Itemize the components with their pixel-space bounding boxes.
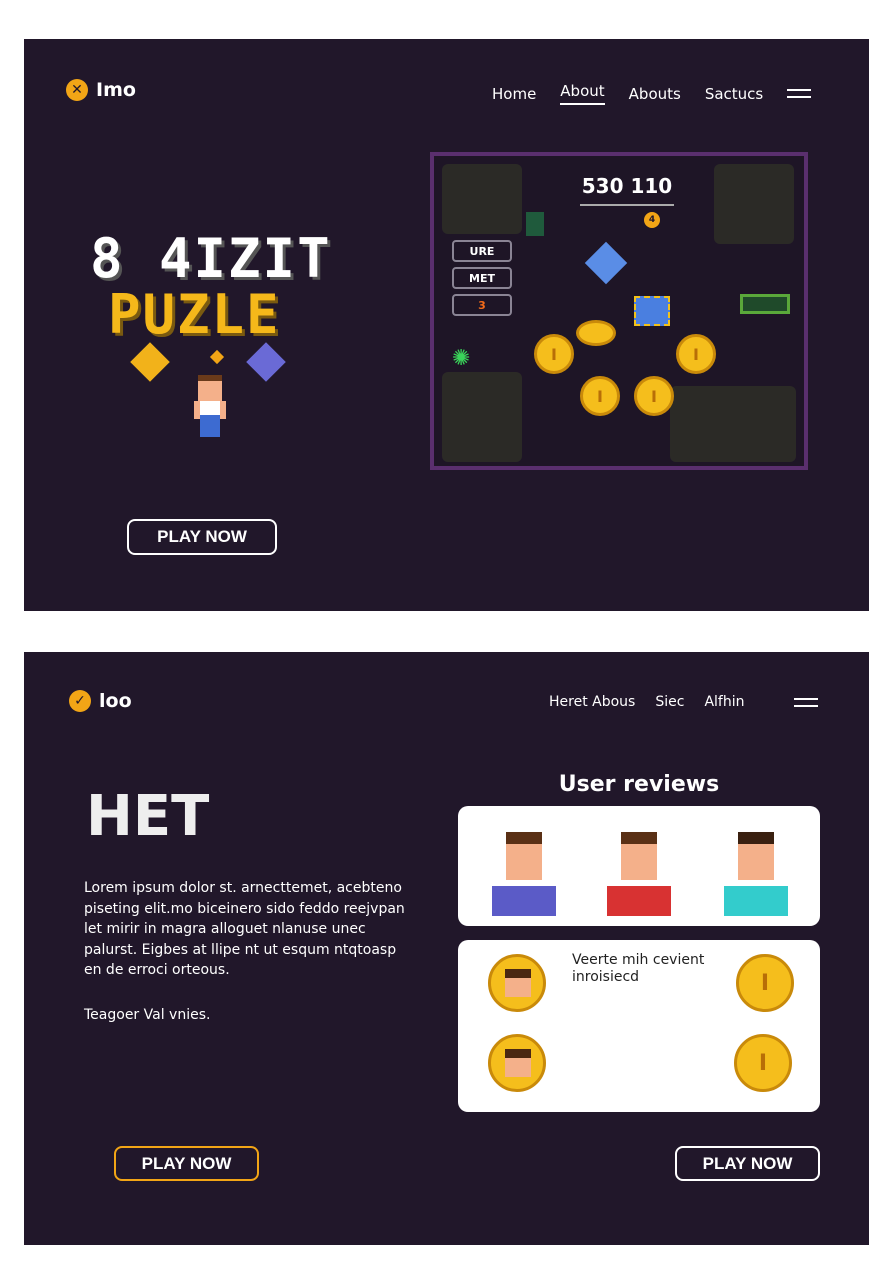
coin-icon: I bbox=[676, 334, 716, 374]
avatar bbox=[607, 832, 671, 916]
coin-icon: I bbox=[580, 376, 620, 416]
logo[interactable]: ✓ loo bbox=[69, 690, 132, 712]
info-section: ✓ loo Heret Abous Siec Alfhin HET Lorem … bbox=[24, 652, 869, 1245]
grass-icon: ✺ bbox=[452, 346, 471, 371]
logo-text: loo bbox=[99, 690, 132, 712]
nav-alfhin[interactable]: Alfhin bbox=[704, 694, 745, 710]
logo-icon: ✕ bbox=[66, 79, 88, 101]
title-line1: 8 4IZIT bbox=[90, 227, 332, 290]
nav-siec[interactable]: Siec bbox=[655, 694, 685, 710]
reviews-title: User reviews bbox=[558, 772, 720, 797]
invader-icon bbox=[740, 294, 790, 314]
top-nav: Home About Abouts Sactucs bbox=[492, 82, 812, 105]
check-logo-icon: ✓ bbox=[69, 690, 91, 712]
coin-icon: I bbox=[534, 334, 574, 374]
footer-text: Teagoer Val vnies. bbox=[84, 1007, 211, 1023]
coin-icon: I bbox=[634, 376, 674, 416]
side-button-met[interactable]: MET bbox=[452, 267, 512, 289]
play-now-button-left[interactable]: PLAY NOW bbox=[114, 1146, 259, 1181]
body-text: Lorem ipsum dolor st. arnecttemet, acebt… bbox=[84, 880, 405, 978]
logo-text: Imo bbox=[96, 79, 136, 101]
nav-about[interactable]: About bbox=[560, 82, 605, 105]
badge-icon: 4 bbox=[644, 212, 660, 228]
side-button-ure[interactable]: URE bbox=[452, 240, 512, 262]
section-heading: HET bbox=[86, 784, 210, 849]
game-preview: 530 110 4 URE MET 3 ✺ I I I I bbox=[430, 152, 808, 470]
logo[interactable]: ✕ Imo bbox=[66, 79, 136, 101]
nav-home[interactable]: Home bbox=[492, 84, 537, 103]
play-now-button-right[interactable]: PLAY NOW bbox=[675, 1146, 820, 1181]
nav-heret-abous[interactable]: Heret Abous bbox=[549, 694, 636, 710]
reviewer-avatar bbox=[488, 1034, 546, 1092]
play-now-button[interactable]: PLAY NOW bbox=[127, 519, 277, 555]
avatars-card bbox=[458, 806, 820, 926]
review-card: Veerte mih cevient inroisiecd I I bbox=[458, 940, 820, 1112]
ghost-icon bbox=[526, 212, 544, 236]
avatar bbox=[492, 832, 556, 916]
review-text: Veerte mih cevient inroisiecd bbox=[572, 952, 705, 985]
character-icon bbox=[192, 375, 228, 441]
score-display: 530 110 bbox=[580, 174, 674, 206]
spark-icon bbox=[209, 349, 225, 365]
top-nav: Heret Abous Siec Alfhin bbox=[549, 694, 819, 710]
yellow-gem-icon bbox=[130, 342, 170, 382]
snowflake-icon bbox=[584, 241, 628, 285]
hero-section: ✕ Imo Home About Abouts Sactucs 8 4IZIT … bbox=[24, 39, 869, 611]
menu-icon[interactable] bbox=[787, 89, 812, 98]
blue-gem-icon bbox=[246, 342, 286, 382]
coin-icon: I bbox=[736, 954, 794, 1012]
title-line2: PUZLE bbox=[108, 283, 281, 346]
coin-icon: I bbox=[734, 1034, 792, 1092]
cube-icon bbox=[634, 296, 670, 326]
menu-icon[interactable] bbox=[794, 697, 819, 707]
reviewer-avatar bbox=[488, 954, 546, 1012]
nav-sactucs[interactable]: Sactucs bbox=[704, 84, 764, 103]
flat-coin-icon bbox=[576, 320, 616, 346]
side-button-3[interactable]: 3 bbox=[452, 294, 512, 316]
avatar bbox=[724, 832, 788, 916]
nav-abouts[interactable]: Abouts bbox=[628, 84, 681, 103]
